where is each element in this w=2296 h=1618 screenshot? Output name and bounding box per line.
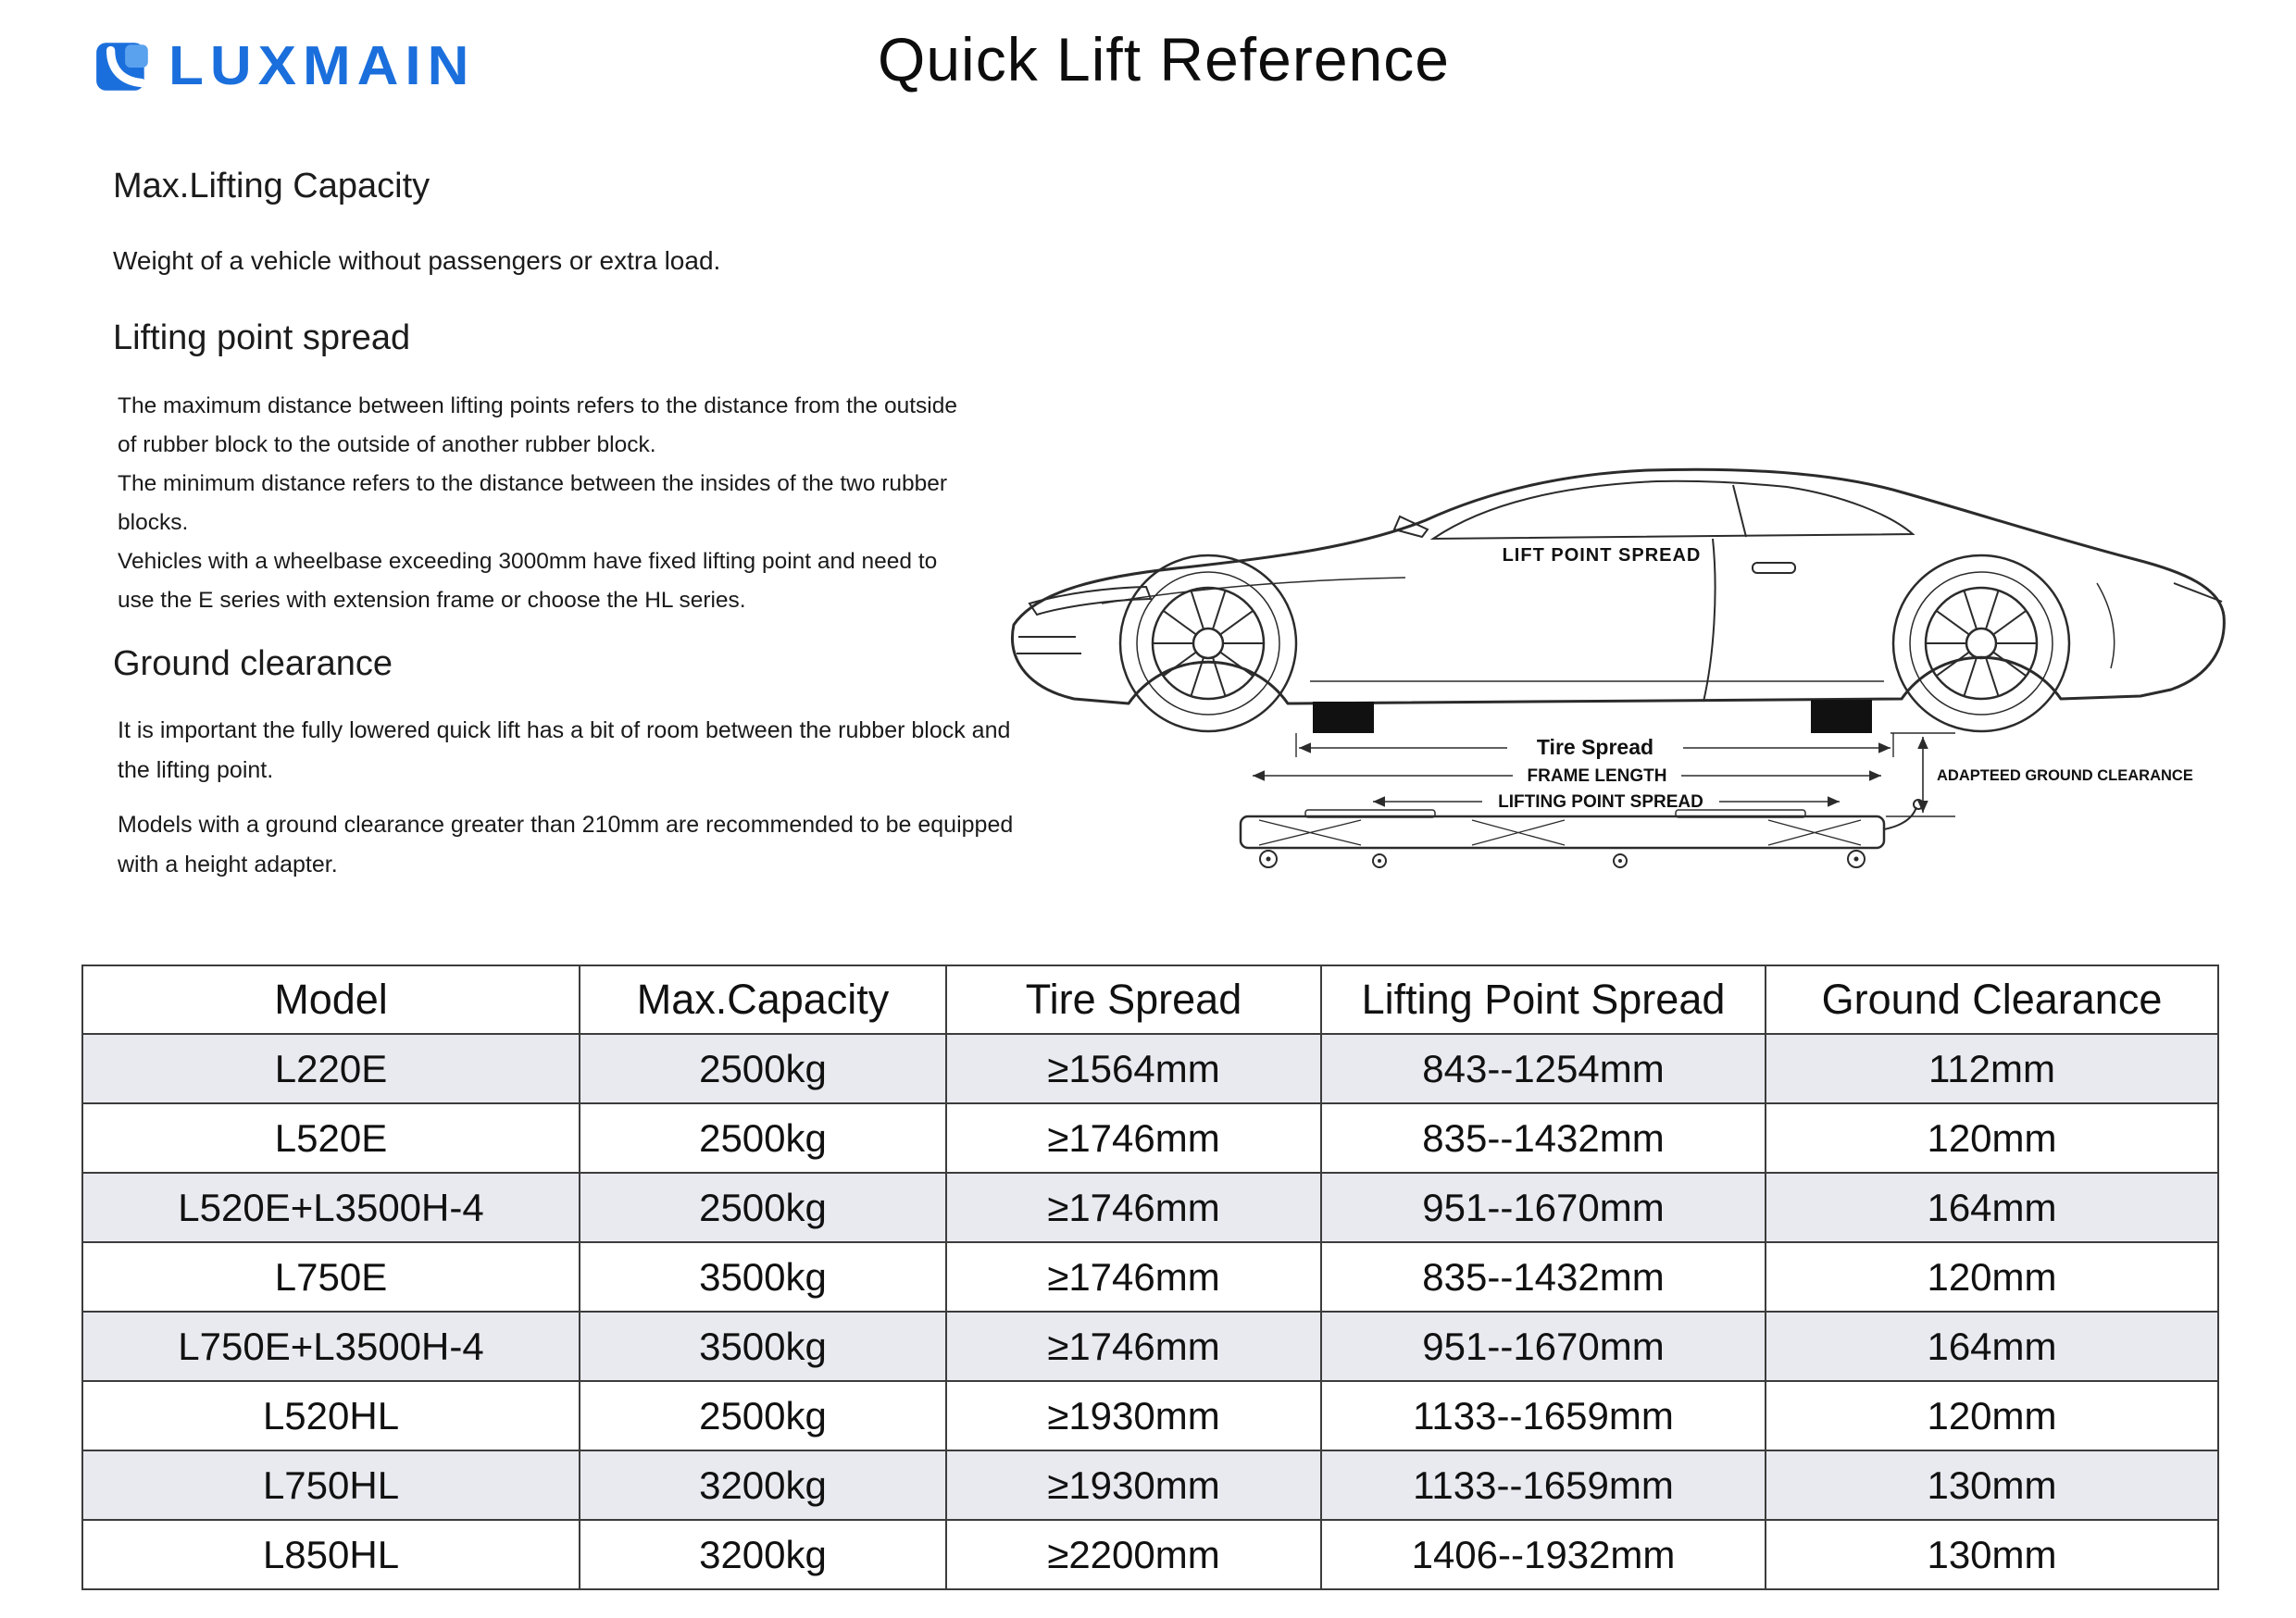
rear-wheel — [1891, 554, 2071, 733]
table-cell: 3500kg — [579, 1311, 947, 1382]
table-cell: ≥1746mm — [945, 1102, 1322, 1174]
table-row: L520HL 2500kg ≥1930mm 1133--1659mm 120mm — [81, 1380, 2219, 1451]
table-cell: 835--1432mm — [1320, 1102, 1766, 1174]
section-heading-max-lifting-capacity: Max.Lifting Capacity — [113, 167, 430, 205]
table-row: L850HL 3200kg ≥2200mm 1406--1932mm 130mm — [81, 1519, 2219, 1590]
table-cell: 3200kg — [579, 1519, 947, 1590]
tire-spread-extension-lines — [1295, 733, 1894, 757]
table-cell: ≥1564mm — [945, 1033, 1322, 1104]
table-row: L750E+L3500H-4 3500kg ≥1746mm 951--1670mm 16… — [81, 1311, 2219, 1382]
table-cell: L520HL — [81, 1380, 580, 1451]
table-cell: 120mm — [1765, 1380, 2219, 1451]
brand-logo: LUXMAIN — [93, 33, 475, 99]
section-paragraph: Vehicles with a wheelbase exceeding 3000… — [118, 549, 938, 614]
car-glass — [1429, 479, 1915, 541]
table-cell: L750HL — [81, 1450, 580, 1521]
table-cell: 120mm — [1765, 1102, 2219, 1174]
table-cell: 1133--1659mm — [1320, 1380, 1766, 1451]
car-door-handle — [1752, 562, 1796, 574]
page-title: Quick Lift Reference — [878, 25, 1450, 93]
section-paragraph: Weight of a vehicle without passengers o… — [113, 246, 721, 275]
table-row: L750HL 3200kg ≥1930mm 1133--1659mm 130mm — [81, 1450, 2219, 1521]
table-cell: ≥1930mm — [945, 1450, 1322, 1521]
car-body-outline — [1011, 467, 2226, 705]
table-cell: ≥1746mm — [945, 1241, 1322, 1313]
table-cell: 130mm — [1765, 1450, 2219, 1521]
table-header-row: Model Max.Capacity Tire Spread Lifting Poin… — [81, 965, 2219, 1035]
table-row: L750E 3500kg ≥1746mm 835--1432mm 120mm — [81, 1241, 2219, 1313]
table-cell: L750E — [81, 1241, 580, 1313]
spec-table-body: L220E 2500kg ≥1564mm 843--1254mm 112mm L520E 2… — [81, 1033, 2219, 1590]
lift-spec-table: Model Max.Capacity Tire Spread Lifting Poin… — [81, 965, 2219, 1590]
car-taillight — [2173, 582, 2223, 603]
car-headlight — [1028, 585, 1153, 616]
table-cell: 2500kg — [579, 1380, 947, 1451]
table-cell: 2500kg — [579, 1033, 947, 1104]
lift-point-spread-label: LIFT POINT SPREAD — [1503, 545, 1702, 566]
table-row: L520E+L3500H-4 2500kg ≥1746mm 951--1670mm 16… — [81, 1172, 2219, 1243]
table-cell: ≥2200mm — [945, 1519, 1322, 1590]
section-paragraph: The maximum distance between lifting poi… — [118, 393, 957, 458]
table-cell: ≥1746mm — [945, 1311, 1322, 1382]
table-cell: L520E — [81, 1102, 580, 1174]
table-cell: ≥1930mm — [945, 1380, 1322, 1451]
table-column-header: Model — [81, 965, 580, 1035]
car-hood-line — [1101, 577, 1406, 604]
table-cell: 3500kg — [579, 1241, 947, 1313]
car-b-pillar — [1732, 484, 1747, 538]
table-cell: L850HL — [81, 1519, 580, 1590]
table-cell: 951--1670mm — [1320, 1172, 1766, 1243]
section-paragraph: Models with a ground clearance greater t… — [118, 812, 1014, 877]
ground-clearance-label: ADAPTEED GROUND CLEARANCE — [1937, 767, 2193, 784]
table-cell: 1133--1659mm — [1320, 1450, 1766, 1521]
ground-clearance-reference-lines — [1886, 732, 1955, 817]
car-door-line — [1703, 538, 1716, 703]
table-cell: 835--1432mm — [1320, 1241, 1766, 1313]
table-cell: 120mm — [1765, 1241, 2219, 1313]
table-row: L520E 2500kg ≥1746mm 835--1432mm 120mm — [81, 1102, 2219, 1174]
table-cell: L520E+L3500H-4 — [81, 1172, 580, 1243]
quick-lift-platform — [1239, 799, 1924, 868]
front-rubber-block — [1313, 702, 1374, 733]
table-row: L220E 2500kg ≥1564mm 843--1254mm 112mm — [81, 1033, 2219, 1104]
section-heading-lifting-point-spread: Lifting point spread — [113, 318, 411, 357]
table-column-header: Lifting Point Spread — [1320, 965, 1766, 1035]
table-cell: 3200kg — [579, 1450, 947, 1521]
car-grille — [1017, 636, 1081, 654]
table-cell: 130mm — [1765, 1519, 2219, 1590]
car-lift-diagram: LIFT POINT SPREAD Tire Spread FRAME LENG… — [1011, 467, 2226, 868]
table-cell: 2500kg — [579, 1172, 947, 1243]
table-cell: L220E — [81, 1033, 580, 1104]
section-heading-ground-clearance: Ground clearance — [113, 644, 393, 683]
table-cell: 112mm — [1765, 1033, 2219, 1104]
table-cell: 164mm — [1765, 1172, 2219, 1243]
table-cell: L750E+L3500H-4 — [81, 1311, 580, 1382]
table-cell: 164mm — [1765, 1311, 2219, 1382]
table-column-header: Ground Clearance — [1765, 965, 2219, 1035]
section-paragraph: The minimum distance refers to the dista… — [118, 471, 948, 536]
table-cell: 2500kg — [579, 1102, 947, 1174]
table-cell: ≥1746mm — [945, 1172, 1322, 1243]
table-cell: 951--1670mm — [1320, 1311, 1766, 1382]
car-mirror — [1392, 515, 1429, 539]
section-paragraph: It is important the fully lowered quick … — [118, 717, 1011, 783]
car-rear-vent — [2096, 582, 2115, 669]
tire-spread-label: Tire Spread — [1537, 735, 1653, 759]
brand-name: LUXMAIN — [168, 35, 476, 97]
table-cell: 843--1254mm — [1320, 1033, 1766, 1104]
table-cell: 1406--1932mm — [1320, 1519, 1766, 1590]
frame-length-label: FRAME LENGTH — [1528, 766, 1667, 786]
lifting-point-spread-label: LIFTING POINT SPREAD — [1498, 792, 1703, 812]
rear-rubber-block — [1811, 700, 1872, 733]
table-column-header: Tire Spread — [945, 965, 1322, 1035]
table-column-header: Max.Capacity — [579, 965, 947, 1035]
front-wheel — [1118, 554, 1298, 733]
luxmain-logo-icon — [96, 42, 148, 91]
